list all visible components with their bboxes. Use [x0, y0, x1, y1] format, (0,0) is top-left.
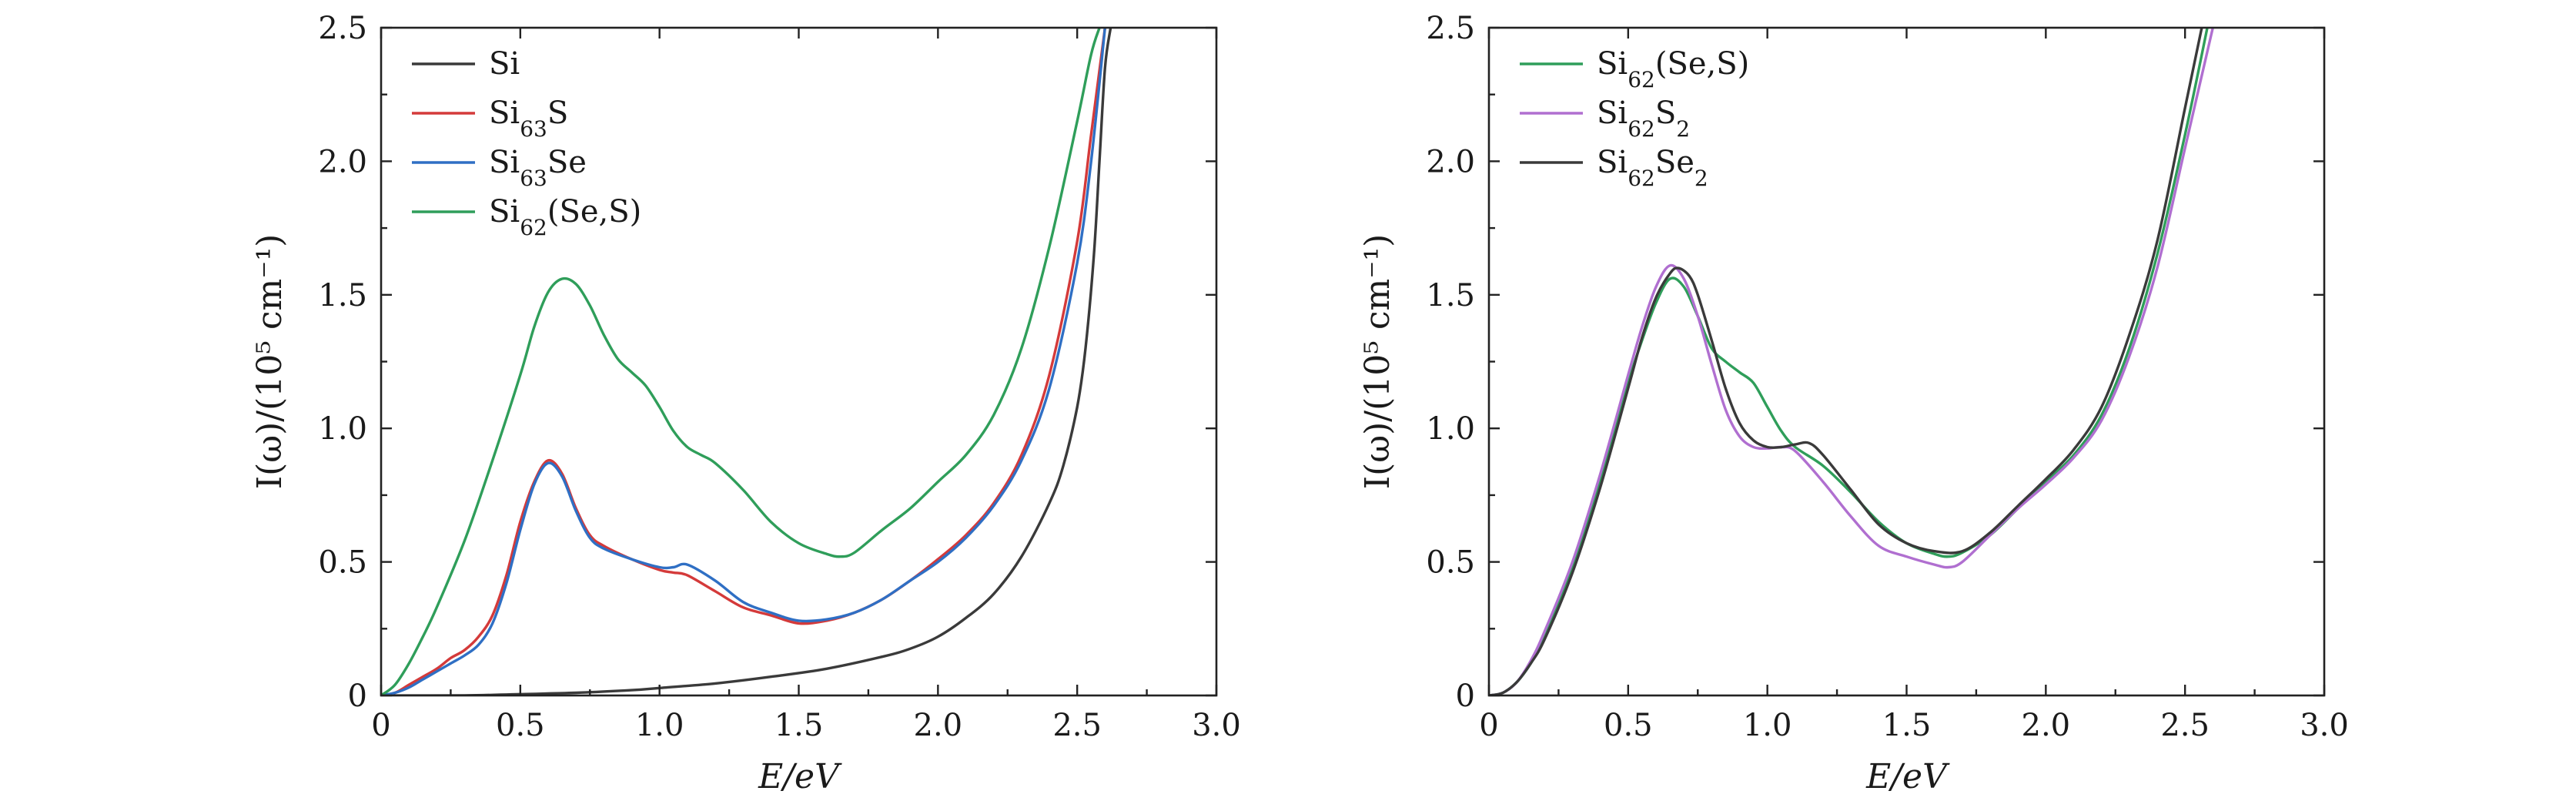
- series-line-1: [381, 28, 1112, 695]
- x-tick-label: 2.0: [914, 708, 963, 743]
- y-tick-label: 2.5: [1426, 11, 1475, 46]
- x-tick-label: 0.5: [1604, 708, 1653, 743]
- series-line-4: [381, 28, 1101, 695]
- x-tick-label: 2.5: [2160, 708, 2210, 743]
- legend-label: Si63Se: [489, 145, 587, 191]
- y-axis-label: I(ω)/(10⁵ cm⁻¹): [1358, 234, 1397, 490]
- y-tick-label: 1.0: [1426, 411, 1475, 447]
- legend-label: Si62(Se,S): [1597, 46, 1749, 92]
- legend-label: Si62Se2: [1597, 145, 1708, 191]
- x-tick-label: 2.0: [2022, 708, 2071, 743]
- chart-panel-1: 0 0.5 1.0 1.5 2.0 2.5 3.0 0 0.5 1.0 1.5 2.0 2.5 E/eV I…: [250, 11, 1241, 796]
- x-tick-label: 1.0: [1743, 708, 1792, 743]
- y-tick-label: 2.5: [318, 11, 367, 46]
- legend-label: Si: [489, 46, 520, 82]
- y-tick-label: 0: [348, 679, 367, 714]
- x-tick-label: 3.0: [1192, 708, 1241, 743]
- y-axis-label: I(ω)/(10⁵ cm⁻¹): [250, 234, 289, 490]
- series-line-2: [381, 28, 1106, 695]
- series-line-3: [381, 28, 1106, 695]
- series-line-1: [1489, 28, 2209, 695]
- y-tick-label: 0: [1456, 679, 1475, 714]
- y-tick-label: 0.5: [318, 545, 367, 581]
- x-tick-label: 2.5: [1052, 708, 1102, 743]
- y-tick-label: 1.5: [1426, 278, 1475, 313]
- x-tick-label: 1.5: [774, 708, 824, 743]
- y-tick-label: 1.0: [318, 411, 367, 447]
- y-tick-label: 2.0: [318, 144, 367, 179]
- x-tick-label: 1.5: [1882, 708, 1932, 743]
- series-group: [1489, 28, 2214, 695]
- series-group: [381, 28, 1112, 695]
- y-tick-label: 1.5: [318, 278, 367, 313]
- y-tick-label: 2.0: [1426, 144, 1475, 179]
- x-tick-label: 0: [371, 708, 390, 743]
- x-tick-label: 1.0: [635, 708, 684, 743]
- series-line-3: [1489, 28, 2203, 695]
- x-tick-label: 0.5: [496, 708, 545, 743]
- legend-label: Si62(Se,S): [489, 194, 641, 240]
- legend-label: Si63S: [489, 96, 568, 142]
- chart-panel-2: 0 0.5 1.0 1.5 2.0 2.5 3.0 0 0.5 1.0 1.5 2.0 2.5 E/eV I…: [1358, 11, 2349, 796]
- x-tick-label: 0: [1479, 708, 1498, 743]
- legend-label: Si62S2: [1597, 96, 1690, 142]
- y-tick-label: 0.5: [1426, 545, 1475, 581]
- x-axis-label: E/eV: [758, 757, 842, 796]
- x-axis-label: E/eV: [1865, 757, 1950, 796]
- x-tick-label: 3.0: [2300, 708, 2349, 743]
